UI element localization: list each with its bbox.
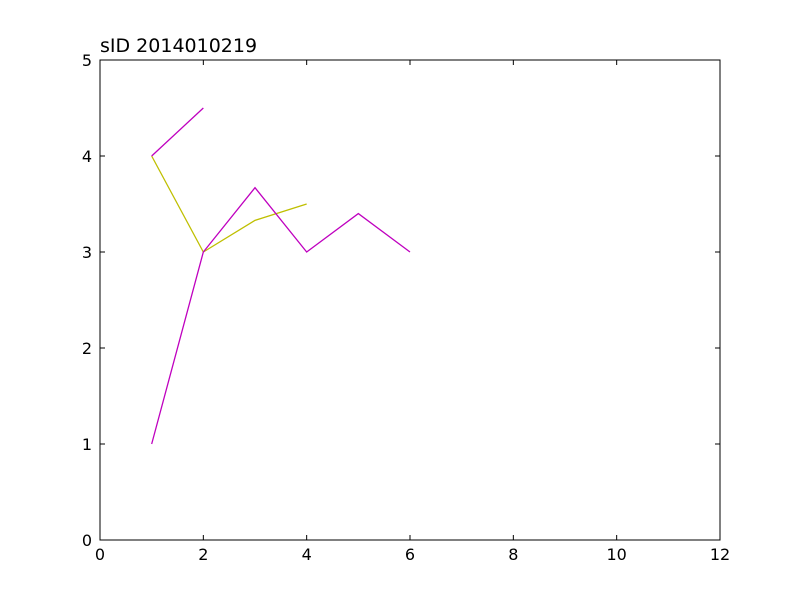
- x-tick-label: 8: [508, 545, 518, 564]
- plot-frame: [99, 59, 721, 541]
- y-tick-label: 1: [82, 435, 92, 454]
- x-tick-label: 2: [198, 545, 208, 564]
- y-tick-label: 2: [82, 339, 92, 358]
- series-line-1: [151, 155, 307, 253]
- y-tick-label: 0: [82, 531, 92, 550]
- x-tick-label: 6: [405, 545, 415, 564]
- x-tick-label: 4: [302, 545, 312, 564]
- y-tick-label: 4: [82, 147, 92, 166]
- series-line-3: [151, 186, 411, 445]
- y-tick-label: 5: [82, 51, 92, 70]
- x-tick-label: 10: [606, 545, 626, 564]
- chart-title: sID 2014010219: [100, 35, 257, 57]
- y-tick-label: 3: [82, 243, 92, 262]
- series-line-2: [151, 107, 204, 157]
- series-layer: [151, 107, 411, 445]
- x-tick-label: 0: [95, 545, 105, 564]
- x-tick-label: 12: [710, 545, 730, 564]
